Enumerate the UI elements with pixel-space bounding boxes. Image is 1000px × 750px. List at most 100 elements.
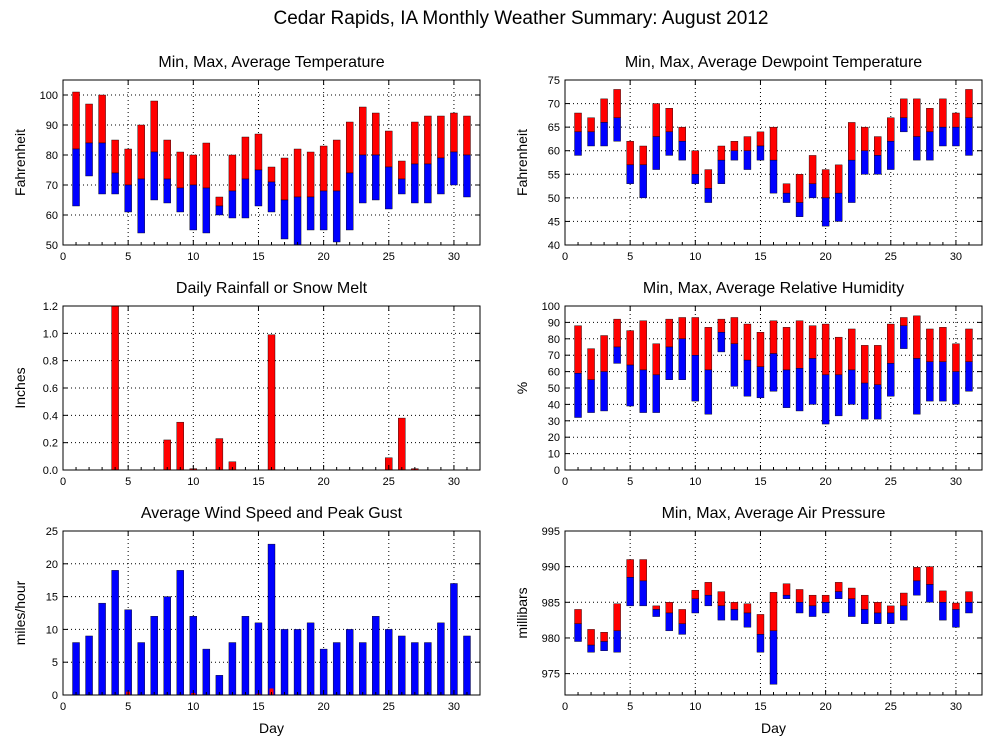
bar-upper-day-31 (463, 115, 471, 156)
bar-upper-day-30 (450, 112, 458, 153)
bar-wind-avg-day-21 (332, 642, 341, 696)
bar-lower-day-11 (704, 369, 713, 415)
x-tick-label: 15 (252, 476, 264, 488)
bar-upper-day-14 (743, 323, 752, 361)
y-tick-label: 90 (548, 317, 560, 329)
x-tick-label: 10 (689, 251, 701, 263)
bar-upper-day-22 (847, 122, 856, 161)
bar-lower-day-7 (652, 136, 660, 170)
chart-wind: Average Wind Speed and Peak Gust 0 5 10 15 20… (12, 505, 481, 736)
x-tick-label: 30 (950, 476, 962, 488)
chart-title: Average Wind Speed and Peak Gust (141, 505, 403, 522)
y-tick-label: 25 (46, 526, 58, 538)
bar-upper-day-16 (769, 592, 778, 632)
x-tick-label: 0 (60, 476, 66, 488)
x-tick-label: 5 (627, 476, 633, 488)
bar-upper-day-2 (85, 103, 93, 144)
bar-lower-day-3 (600, 641, 608, 651)
x-tick-label: 0 (562, 251, 568, 263)
bar-upper-day-5 (626, 330, 634, 366)
bar-lower-day-4 (613, 346, 621, 364)
bar-lower-day-19 (808, 358, 817, 405)
bar-upper-day-17 (782, 583, 791, 596)
x-tick-label: 25 (383, 251, 395, 263)
bar-lower-day-8 (163, 178, 171, 204)
bar-upper-day-18 (795, 589, 804, 603)
y-tick-label: 0 (554, 465, 560, 477)
bar-lower-day-6 (639, 369, 647, 413)
x-tick-label: 15 (252, 701, 264, 713)
bar-lower-day-11 (704, 594, 713, 607)
bar-upper-day-4 (613, 89, 621, 118)
x-tick-label: 0 (60, 701, 66, 713)
bar-upper-day-11 (704, 582, 713, 596)
bar-rain-day-16 (267, 334, 276, 471)
bar-lower-day-20 (821, 374, 830, 425)
bar-lower-day-31 (965, 602, 973, 614)
bar-lower-day-12 (717, 332, 726, 353)
bar-wind-avg-day-18 (293, 629, 302, 696)
x-tick-label: 20 (820, 476, 832, 488)
bar-lower-day-1 (72, 148, 80, 207)
bar-upper-day-4 (613, 603, 621, 632)
y-tick-label: 80 (46, 150, 58, 162)
bar-upper-day-3 (600, 98, 608, 123)
bar-lower-day-12 (717, 159, 726, 184)
x-tick-label: 20 (820, 701, 832, 713)
bar-wind-avg-day-16 (267, 543, 276, 696)
chart-title: Min, Max, Average Dewpoint Temperature (625, 54, 922, 71)
bar-lower-day-8 (665, 612, 673, 632)
y-axis-label: Fahrenheit (514, 129, 530, 196)
bar-upper-day-10 (189, 154, 198, 186)
bar-lower-day-10 (691, 174, 700, 184)
bar-lower-day-29 (939, 126, 947, 147)
bar-wind-avg-day-1 (72, 642, 80, 696)
y-tick-label: 10 (46, 624, 58, 636)
x-tick-label: 20 (318, 701, 330, 713)
bar-wind-avg-day-4 (111, 570, 119, 696)
y-axis-label: millibars (514, 587, 530, 638)
x-tick-label: 10 (689, 701, 701, 713)
x-tick-label: 25 (885, 701, 897, 713)
x-tick-label: 5 (125, 476, 131, 488)
bar-wind-avg-day-31 (463, 635, 471, 696)
y-tick-label: 1.2 (43, 301, 58, 313)
bar-wind-avg-day-24 (372, 616, 380, 696)
bar-wind-avg-day-19 (306, 622, 315, 696)
chart-rain: Daily Rainfall or Snow Melt 0.0 0.2 0.4 0.6 0… (12, 280, 481, 488)
bar-rain-day-9 (176, 421, 184, 471)
x-tick-label: 10 (187, 476, 199, 488)
chart-rh: Min, Max, Average Relative Humidity 0 10 20… (514, 280, 983, 488)
bar-upper-day-26 (900, 592, 908, 607)
bar-lower-day-10 (691, 598, 700, 614)
bar-lower-day-13 (228, 190, 237, 219)
bar-upper-day-22 (345, 121, 354, 174)
bar-wind-avg-day-17 (280, 629, 289, 696)
bar-upper-day-8 (665, 602, 673, 614)
x-tick-label: 20 (820, 251, 832, 263)
chart-pres: Min, Max, Average Air Pressure 975 980 985 9… (514, 505, 983, 736)
bar-wind-avg-day-20 (319, 648, 328, 696)
bar-upper-day-19 (808, 594, 817, 607)
bar-lower-day-9 (678, 338, 686, 380)
bar-lower-day-1 (574, 373, 582, 418)
bar-wind-avg-day-14 (241, 616, 250, 696)
bar-lower-day-25 (887, 363, 895, 397)
y-axis-label: % (514, 382, 530, 394)
bar-lower-day-5 (124, 184, 132, 213)
bar-upper-day-15 (756, 332, 765, 367)
bar-lower-day-10 (691, 355, 700, 402)
bar-lower-day-31 (965, 361, 973, 392)
bar-upper-day-3 (600, 632, 608, 642)
bar-rain-day-4 (111, 305, 119, 471)
bar-lower-day-14 (241, 178, 250, 219)
bar-upper-day-28 (926, 566, 934, 585)
page-title: Cedar Rapids, IA Monthly Weather Summary… (274, 8, 769, 29)
bar-lower-day-17 (280, 199, 289, 240)
x-tick-label: 25 (383, 701, 395, 713)
bar-upper-day-25 (887, 323, 895, 364)
bar-lower-day-20 (821, 197, 830, 227)
y-tick-label: 20 (548, 432, 560, 444)
y-tick-label: 975 (542, 669, 560, 681)
y-tick-label: 995 (542, 526, 560, 538)
